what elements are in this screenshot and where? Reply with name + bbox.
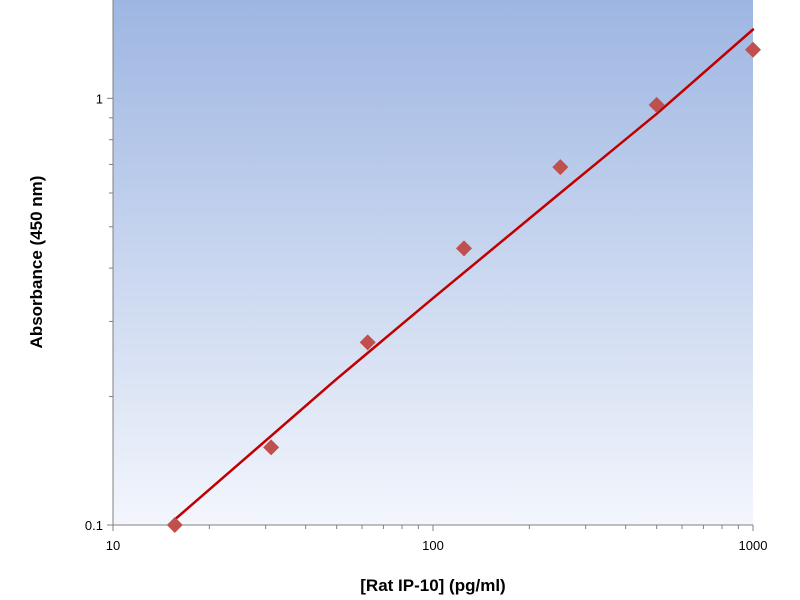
y-axis-title: Absorbance (450 nm) — [27, 176, 46, 349]
data-points — [166, 41, 761, 533]
x-axis-title: [Rat IP-10] (pg/ml) — [360, 576, 505, 595]
x-tick-label: 100 — [422, 538, 444, 553]
data-point-diamond — [263, 439, 280, 456]
plot-area — [113, 0, 753, 525]
fit-line-group — [173, 28, 755, 521]
data-point-diamond — [648, 96, 665, 113]
data-point-diamond — [552, 159, 569, 176]
x-tick-label: 10 — [106, 538, 120, 553]
y-tick-label: 1 — [96, 91, 103, 106]
y-tick-label: 0.1 — [85, 518, 103, 533]
y-axis-ticks: 0.11 — [85, 91, 113, 533]
data-point-diamond — [456, 240, 473, 257]
data-point-diamond — [745, 41, 761, 58]
data-point-diamond — [166, 517, 183, 533]
x-tick-label: 1000 — [739, 538, 768, 553]
x-axis-ticks: 10 100 1000 — [106, 525, 768, 553]
fit-line — [173, 28, 755, 521]
data-point-diamond — [359, 334, 376, 351]
